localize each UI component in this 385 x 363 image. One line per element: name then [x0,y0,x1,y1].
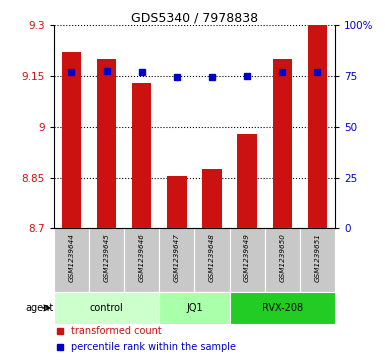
Bar [229,228,265,292]
Bar [62,53,81,228]
Text: agent: agent [26,303,54,313]
Text: GSM1239648: GSM1239648 [209,233,215,282]
Bar [132,83,151,228]
Bar [89,228,124,292]
Text: control: control [90,303,124,313]
Bar [124,228,159,292]
Bar [159,228,194,292]
Bar [264,228,300,292]
Text: GSM1239645: GSM1239645 [104,233,110,282]
Text: GSM1239650: GSM1239650 [279,233,285,282]
Bar [273,59,292,228]
Bar [203,169,222,228]
Text: GSM1239649: GSM1239649 [244,233,250,282]
Text: percentile rank within the sample: percentile rank within the sample [71,342,236,352]
Bar [308,25,327,228]
Title: GDS5340 / 7978838: GDS5340 / 7978838 [131,11,258,24]
Bar [194,228,229,292]
Text: GSM1239651: GSM1239651 [315,233,320,282]
Text: GSM1239644: GSM1239644 [69,233,74,282]
Text: RVX-208: RVX-208 [262,303,303,313]
Bar [54,292,159,324]
Bar [229,292,335,324]
Bar [238,134,257,228]
Text: GSM1239646: GSM1239646 [139,233,145,282]
Text: transformed count: transformed count [71,326,162,336]
Bar [159,292,229,324]
Bar [54,228,89,292]
Bar [167,176,186,228]
Bar [97,59,116,228]
Text: JQ1: JQ1 [186,303,203,313]
Bar [300,228,335,292]
Text: GSM1239647: GSM1239647 [174,233,180,282]
